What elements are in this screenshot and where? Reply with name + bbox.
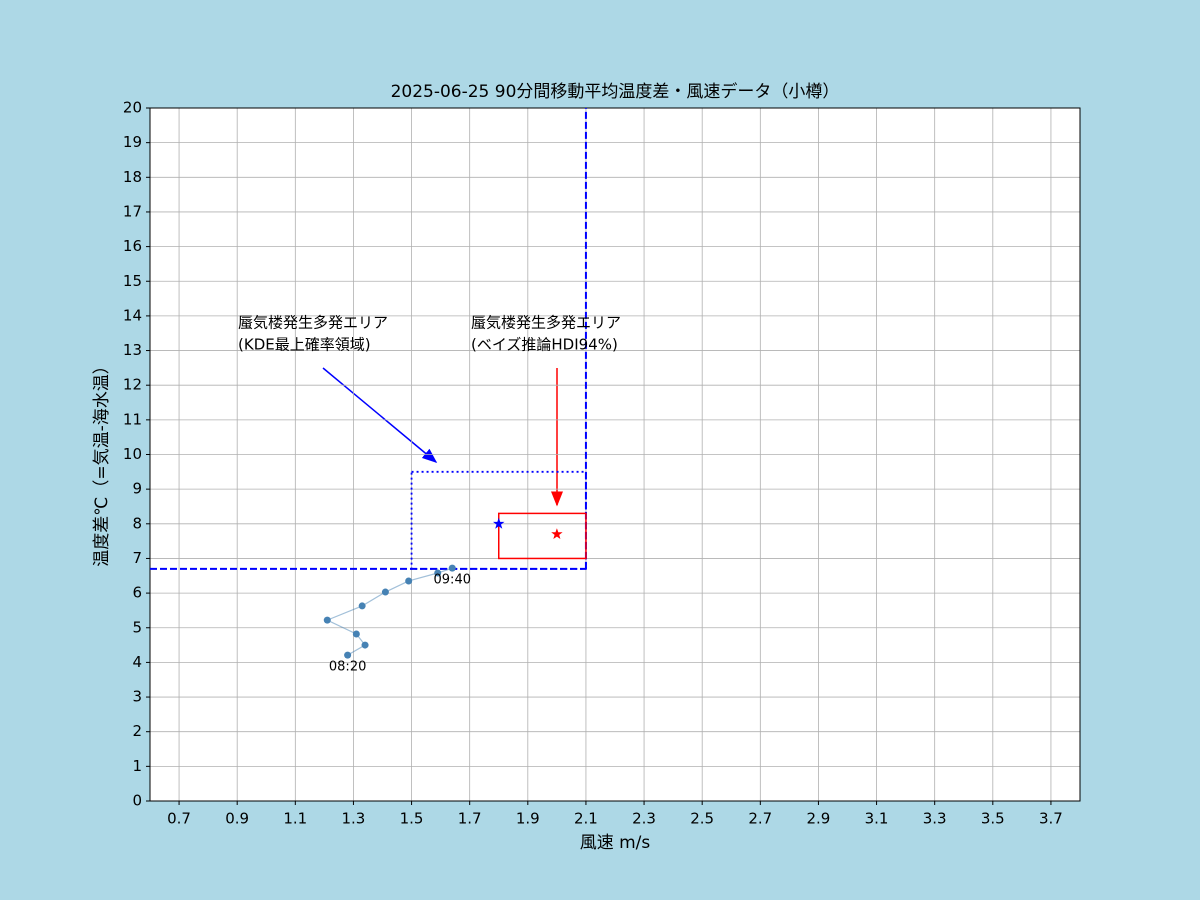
data-point — [358, 602, 366, 610]
y-tick-label: 19 — [123, 133, 142, 151]
y-tick-label: 17 — [123, 202, 142, 220]
x-tick-label: 0.7 — [167, 810, 191, 828]
y-tick-label: 12 — [123, 376, 142, 394]
y-axis-label: 温度差℃（=気温-海水温） — [92, 357, 112, 566]
x-tick-label: 0.9 — [225, 810, 249, 828]
y-tick-label: 9 — [132, 480, 142, 498]
y-tick-label: 20 — [123, 99, 142, 117]
annotation: (ベイズ推論HDI94%) — [471, 336, 618, 354]
x-tick-label: 3.3 — [923, 810, 947, 828]
data-point — [381, 588, 389, 596]
annotation: 蜃気楼発生多発エリア — [238, 314, 388, 332]
point-label: 08:20 — [329, 660, 366, 675]
annotation: 蜃気楼発生多発エリア — [471, 314, 621, 332]
y-tick-label: 18 — [123, 168, 142, 186]
data-point — [434, 569, 442, 577]
x-axis-label: 風速 m/s — [580, 833, 651, 853]
data-point — [361, 641, 369, 649]
y-tick-label: 6 — [132, 584, 142, 602]
y-tick-label: 11 — [123, 410, 142, 428]
region — [498, 512, 587, 560]
x-tick-label: 2.9 — [807, 810, 831, 828]
x-tick-label: 2.3 — [632, 810, 656, 828]
data-point — [448, 564, 456, 572]
y-tick-label: 16 — [123, 237, 142, 255]
x-tick-label: 1.7 — [458, 810, 482, 828]
y-tick-label: 0 — [132, 792, 142, 810]
x-tick-label: 1.1 — [283, 810, 307, 828]
chart-title: 2025-06-25 90分間移動平均温度差・風速データ（小樽） — [391, 81, 840, 102]
point-label: 09:40 — [434, 573, 471, 588]
x-tick-label: 1.9 — [516, 810, 540, 828]
data-point — [323, 616, 331, 624]
x-tick-label: 1.5 — [400, 810, 424, 828]
data-point — [352, 630, 360, 638]
x-tick-label: 3.1 — [865, 810, 889, 828]
x-tick-label: 2.1 — [574, 810, 598, 828]
y-tick-label: 4 — [132, 653, 142, 671]
plot-frame — [149, 107, 1081, 802]
x-tick-label: 1.3 — [342, 810, 366, 828]
x-tick-label: 2.5 — [690, 810, 714, 828]
x-tick-label: 3.5 — [981, 810, 1005, 828]
y-tick-label: 14 — [123, 306, 142, 324]
x-tick-label: 3.7 — [1039, 810, 1063, 828]
y-tick-label: 2 — [132, 722, 142, 740]
data-point — [344, 651, 352, 659]
y-tick-label: 15 — [123, 272, 142, 290]
y-tick-label: 10 — [123, 445, 142, 463]
data-point — [405, 577, 413, 585]
y-tick-label: 3 — [132, 688, 142, 706]
x-tick-label: 2.7 — [748, 810, 772, 828]
y-tick-label: 13 — [123, 341, 142, 359]
y-tick-label: 8 — [132, 514, 142, 532]
annotation-arrow — [322, 367, 438, 463]
y-tick-label: 5 — [132, 618, 142, 636]
annotation: (KDE最上確率領域) — [238, 336, 371, 354]
y-tick-label: 1 — [132, 757, 142, 775]
star-marker — [551, 528, 563, 539]
star-marker — [493, 517, 505, 529]
y-tick-label: 7 — [132, 549, 142, 567]
